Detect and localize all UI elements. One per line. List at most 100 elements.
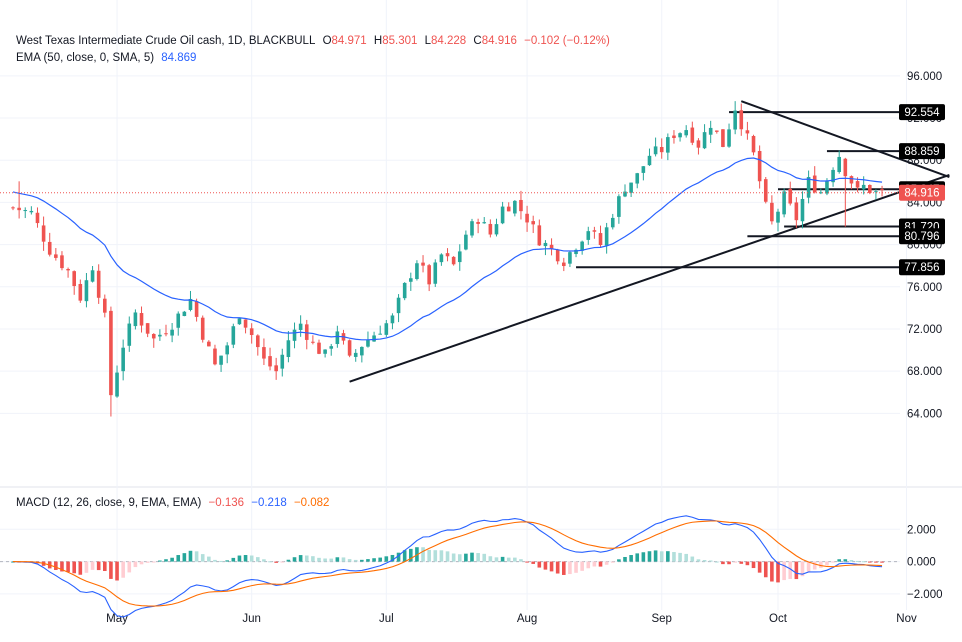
macd-histogram-bar <box>672 552 676 562</box>
candle-body <box>66 268 70 271</box>
macd-histogram-bar <box>788 561 793 579</box>
macd-histogram-bar <box>451 553 456 562</box>
price-tick-label: 64.000 <box>907 408 942 420</box>
candle-body <box>35 212 40 224</box>
macd-histogram-bar <box>60 561 64 572</box>
candle-body <box>151 333 156 339</box>
macd-histogram-bar <box>445 551 450 562</box>
candle-body <box>256 335 260 348</box>
time-axis-label: Jul <box>379 613 394 625</box>
macd-histogram-bar <box>329 558 334 562</box>
price-tick-label: 68.000 <box>907 366 942 378</box>
macd-histogram-bar <box>292 557 297 562</box>
macd-histogram-bar <box>488 556 493 562</box>
macd-histogram-bar <box>243 555 248 562</box>
candle-body <box>54 254 58 258</box>
last-price-label: 84.916 <box>904 188 939 200</box>
macd-histogram-bar <box>127 561 132 573</box>
macd-histogram-bar <box>684 553 688 562</box>
macd-histogram-bar <box>96 561 101 571</box>
candle-body <box>555 249 560 262</box>
candle-body <box>604 227 609 246</box>
macd-histogram-bar <box>72 561 76 574</box>
macd-histogram-bar <box>323 558 327 562</box>
macd-histogram-bar <box>482 553 487 562</box>
ema-legend: EMA (50, close, 0, SMA, 5) 84.869 <box>16 52 200 64</box>
candle-body <box>292 329 297 341</box>
candle-body <box>800 198 805 222</box>
macd-histogram-bar <box>151 561 156 563</box>
macd-histogram-bar <box>500 556 505 562</box>
candle-body <box>568 252 572 264</box>
macd-histogram-bar <box>402 550 407 562</box>
candle-body <box>488 223 493 235</box>
candle-body <box>262 347 266 359</box>
high-value: 85.301 <box>382 35 418 47</box>
candle-body <box>41 225 46 242</box>
candle-body <box>409 278 413 282</box>
macd-histogram-bar <box>298 555 303 562</box>
macd-signal-line <box>12 520 883 607</box>
candle-body <box>268 356 272 367</box>
macd-histogram-bar <box>347 559 352 562</box>
candle-body <box>641 166 646 173</box>
candle-body <box>11 207 15 209</box>
ema-value: 84.869 <box>161 52 197 64</box>
candle-body <box>647 155 652 166</box>
candle-body <box>721 129 725 147</box>
candle-body <box>519 199 523 212</box>
time-axis-label: May <box>106 613 128 625</box>
candle-body <box>96 270 101 298</box>
macd-histogram-bar <box>311 556 315 562</box>
candle-body <box>145 323 150 334</box>
macd-tick-label: −2.000 <box>907 589 943 601</box>
macd-histogram-bar <box>592 561 597 567</box>
candle-body <box>874 191 878 193</box>
macd-histogram-bar <box>653 550 658 562</box>
candle-body <box>825 180 829 194</box>
candle-body <box>543 242 548 247</box>
candle-body <box>476 221 480 224</box>
macd-histogram-bar <box>598 561 603 567</box>
level-price-label: 88.859 <box>904 146 939 158</box>
candle-body <box>739 110 744 130</box>
candle-body <box>225 345 229 355</box>
macd-histogram-bar <box>763 561 768 578</box>
candle-body <box>653 146 658 155</box>
candle-body <box>562 262 566 267</box>
macd-histogram-bar <box>274 561 278 563</box>
candle-body <box>23 210 28 212</box>
candle-body <box>176 313 181 328</box>
candle-body <box>464 234 468 250</box>
candle-body <box>335 331 340 345</box>
macd-histogram-bar <box>464 553 468 562</box>
level-price-label: 80.796 <box>904 231 939 243</box>
candle-body <box>696 140 701 148</box>
candle-body <box>139 313 144 326</box>
macd-histogram-bar <box>745 561 750 566</box>
price-tick-label: 76.000 <box>907 282 942 294</box>
candle-body <box>525 213 529 223</box>
macd-histogram-bar <box>286 559 291 562</box>
candle-body <box>421 262 425 266</box>
macd-histogram-bar <box>837 559 841 562</box>
candle-body <box>580 241 584 251</box>
level-price-label: 77.856 <box>904 262 939 274</box>
macd-signal-value: −0.082 <box>293 497 330 509</box>
candle-body <box>231 326 236 345</box>
time-axis-label: Jun <box>242 613 261 625</box>
candle-body <box>121 347 125 372</box>
macd-histogram-bar <box>647 551 652 562</box>
candle-body <box>243 319 248 328</box>
candle-body <box>213 348 217 365</box>
candle-body <box>757 150 762 182</box>
candle-body <box>782 191 786 215</box>
macd-histogram-bar <box>874 561 878 563</box>
macd-histogram-bar <box>733 561 737 563</box>
macd-histogram-bar <box>304 555 309 562</box>
candle-body <box>207 341 211 347</box>
candle-body <box>433 262 438 284</box>
candle-body <box>629 182 633 193</box>
macd-histogram-bar <box>770 561 774 582</box>
